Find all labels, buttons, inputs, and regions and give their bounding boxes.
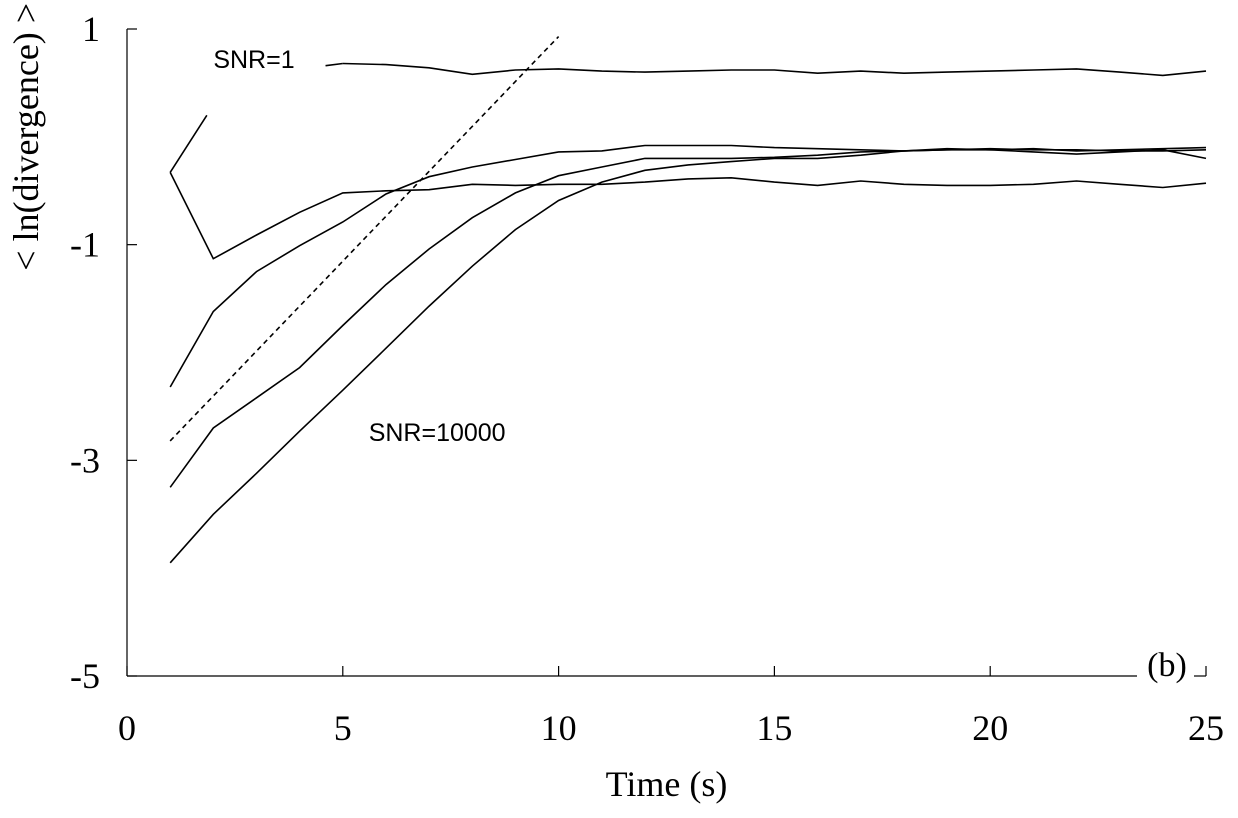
x-tick-label: 15 [756,708,792,748]
series-group [169,35,1207,564]
series-line-5 [342,62,1207,77]
y-tick-label: -3 [70,440,100,480]
x-axis-title: Time (s) [606,764,728,804]
annotation-leader [169,114,208,173]
series-line-3 [169,147,1207,488]
x-tick-label: 20 [972,708,1008,748]
annotation-label: SNR=10000 [369,419,506,447]
x-tick-label: 0 [118,708,136,748]
panel-label: (b) [1147,647,1187,684]
x-tick-label: 25 [1188,708,1224,748]
series-line-1 [169,172,1207,260]
x-tick-label: 5 [334,708,352,748]
y-tick-label: -5 [70,656,100,696]
annotation-leader [325,62,343,67]
y-tick-label: 1 [82,9,100,49]
y-tick-label: -1 [70,225,100,265]
annotation-label: SNR=1 [213,46,294,74]
y-axis-title: < ln(divergence) > [6,3,46,271]
x-tick-label: 10 [541,708,577,748]
series-line-2 [169,144,1207,388]
axes: 0 5 10 15 20 25 1 -1 -3 -5 [70,9,1224,748]
labels-group: Time (s) < ln(divergence) > (b) SNR=1 SNR=10… [6,3,1187,804]
series-line-4 [169,147,1207,564]
reference-line [169,35,560,442]
